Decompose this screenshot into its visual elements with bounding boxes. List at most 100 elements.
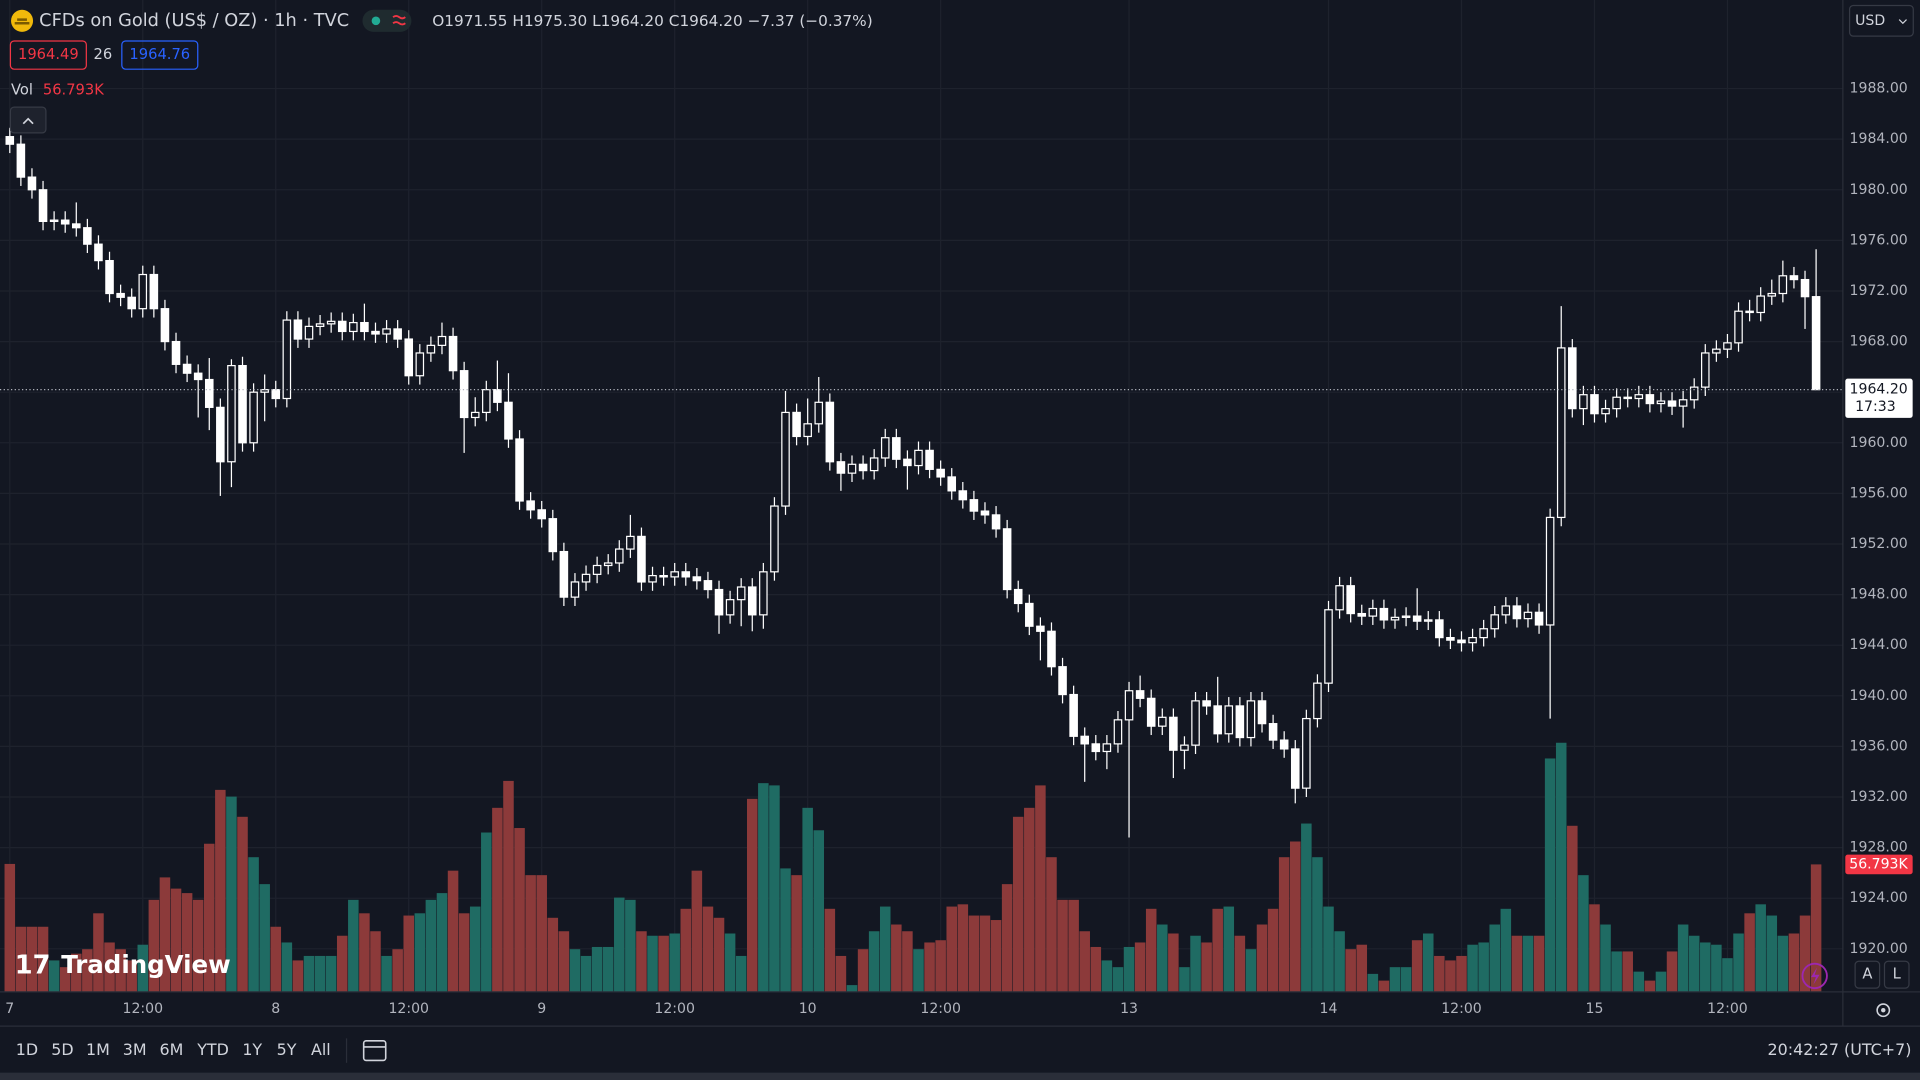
volume-bar [1467,944,1478,992]
volume-bar [802,807,813,992]
volume-bar [159,877,171,992]
candle-body [1169,716,1178,751]
volume-bar [946,906,957,992]
candle-body [1590,394,1599,415]
candle-body [1745,310,1754,314]
log-scale-button[interactable] [1883,960,1910,989]
volume-bar [1589,904,1600,992]
volume-bar [1389,967,1401,992]
y-tick-label: 1936.00 [1850,738,1908,754]
candle-body [581,573,591,583]
range-button[interactable]: 1D [16,1040,38,1059]
volume-bar [1378,980,1390,992]
volume-bar [1567,825,1578,992]
lightning-button[interactable] [1801,962,1828,990]
candle-body [1667,400,1677,407]
currency-button[interactable] [1848,4,1914,37]
candle-body [770,505,779,573]
volume-bar [1312,857,1323,992]
volume-bar [857,949,869,992]
candle-body [382,328,391,335]
market-status[interactable] [362,9,412,32]
auto-label: A [1862,966,1872,983]
volume-bar [957,904,969,992]
candle-body [1135,690,1145,699]
volume-key: Vol [11,82,33,99]
candle-body [105,259,114,295]
bid-box[interactable] [9,40,87,70]
volume-bar [813,830,825,992]
volume-bar [1223,906,1235,992]
clock[interactable]: 20:42:27 (UTC+7) [1768,1040,1912,1059]
volume-bar [492,807,503,992]
range-button[interactable]: YTD [196,1040,229,1059]
volume-bar [303,955,315,992]
volume-bar [1434,955,1445,992]
candle-body [936,468,945,478]
volume-bar [1112,967,1124,992]
candle-body [703,580,713,591]
candle-body [238,365,247,444]
volume-bar [1733,933,1744,992]
candle-body [293,319,303,340]
volume-bar [1777,935,1789,992]
settings-button[interactable] [1876,1003,1891,1018]
volume-bar [1655,971,1667,992]
volume-bar [115,949,126,992]
candle-body [1313,682,1322,720]
volume-bar [148,899,160,992]
volume-bar [758,783,769,992]
candle-body [27,176,37,191]
y-tick-label: 1972.00 [1850,283,1908,299]
candle-body [526,500,535,511]
volume-bar [1711,944,1722,992]
range-button[interactable]: 3M [123,1040,147,1059]
volume-tag-label: 56.793K [1849,856,1908,872]
candle-body [1612,396,1621,410]
ask-box[interactable] [121,40,199,70]
candle-body [825,401,835,463]
candle-body [1047,630,1056,668]
volume-bar [547,917,559,992]
volume-bar [747,798,758,992]
volume-bar [181,893,193,992]
range-button[interactable]: 1Y [242,1040,262,1059]
range-button[interactable]: 5Y [277,1040,297,1059]
candle-body [1180,744,1189,751]
collapse-button[interactable] [9,106,47,134]
volume-bar [481,832,492,992]
candle-body [1346,585,1355,615]
date-range-button[interactable] [362,1040,387,1062]
candle-body [149,273,159,310]
volume-bar [469,906,481,992]
candle-body [404,338,414,377]
y-tick-label: 1932.00 [1850,789,1908,805]
volume-bar [1766,915,1778,992]
volume-bar [1256,924,1268,992]
y-tick-label: 1960.00 [1850,435,1908,451]
candle-body [216,406,225,463]
volume-bar [1422,933,1434,992]
volume-bar [580,955,592,992]
range-button[interactable]: 6M [159,1040,183,1059]
volume-bar [93,913,104,992]
watermark[interactable]: TradingView [61,950,231,979]
x-tick-label: 12:00 [122,1001,163,1017]
volume-bar [1201,942,1212,992]
candle-body [869,457,879,472]
volume-bar [879,906,891,992]
volume-bar [281,942,293,992]
volume-bar [359,913,370,992]
ohlc-key: H [512,11,524,29]
symbol-title[interactable]: CFDs on Gold (US$ / OZ) · 1h · TVC [39,11,349,31]
settings-dot [1881,1008,1886,1013]
volume-bar [403,915,414,992]
range-button[interactable]: 5D [51,1040,73,1059]
auto-scale-button[interactable] [1854,960,1881,989]
volume-bar [891,924,902,992]
volume-bar [602,946,614,992]
range-button[interactable]: 1M [86,1040,110,1059]
range-button[interactable]: All [311,1040,331,1059]
candle-body [1146,697,1156,727]
